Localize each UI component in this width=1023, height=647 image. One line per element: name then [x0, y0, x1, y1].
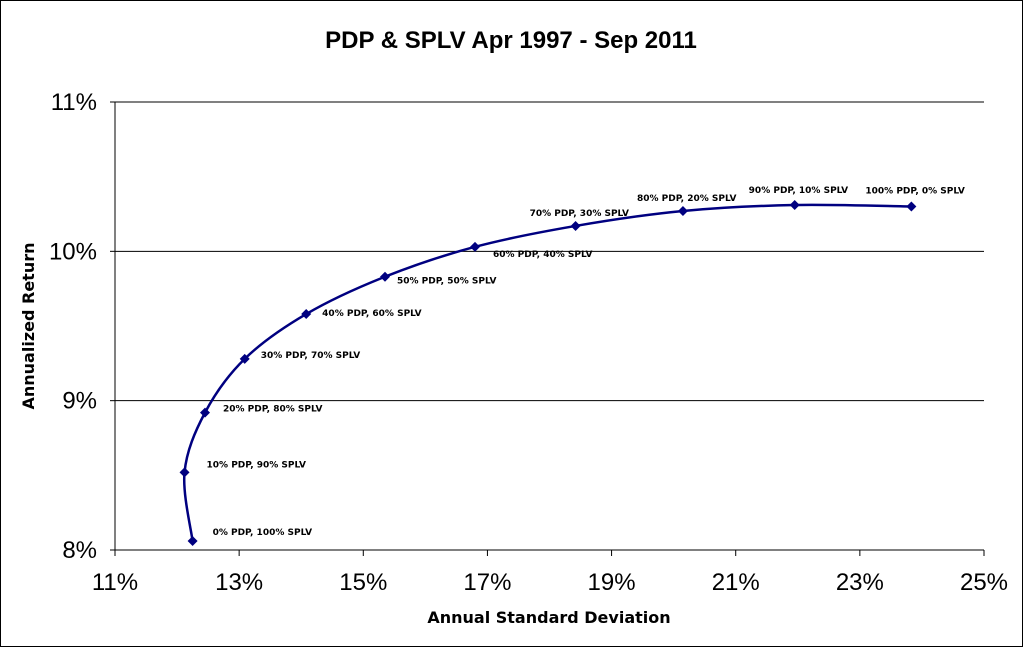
data-point-0: [187, 536, 198, 547]
y-tick-label: 11%: [51, 89, 97, 116]
data-label-4: 40% PDP, 60% SPLV: [322, 309, 421, 319]
x-tick-label: 17%: [463, 569, 511, 596]
data-label-5: 50% PDP, 50% SPLV: [397, 277, 496, 287]
data-point-3: [239, 353, 250, 364]
data-point-5: [380, 271, 391, 282]
data-label-1: 10% PDP, 90% SPLV: [207, 460, 306, 470]
data-point-8: [677, 206, 688, 217]
y-axis-ticks: 8% 9% 10% 11%: [49, 89, 115, 564]
series-line: [182, 203, 912, 542]
x-tick-label: 13%: [215, 569, 263, 596]
x-tick-label: 15%: [339, 569, 387, 596]
data-point-1: [179, 467, 190, 478]
data-label-6: 60% PDP, 40% SPLV: [493, 250, 592, 260]
x-axis-ticks: 11% 13% 15% 17% 19% 21% 23% 25%: [92, 550, 1008, 596]
data-label-9: 90% PDP, 10% SPLV: [749, 186, 848, 196]
data-point-7: [570, 220, 581, 231]
gridlines: [115, 101, 984, 402]
data-point-9: [789, 200, 800, 211]
x-tick-label: 19%: [588, 569, 636, 596]
data-label-7: 70% PDP, 30% SPLV: [530, 209, 629, 219]
y-tick-label: 10%: [49, 238, 97, 265]
data-label-0: 0% PDP, 100% SPLV: [213, 528, 312, 538]
x-tick-label: 11%: [92, 569, 138, 596]
data-point-10: [906, 201, 917, 212]
data-point-6: [470, 241, 481, 252]
data-point-4: [301, 309, 312, 320]
y-axis-title: Annualized Return: [19, 243, 38, 410]
data-labels: 0% PDP, 100% SPLV 10% PDP, 90% SPLV 20% PD…: [207, 186, 965, 538]
data-points: [179, 200, 917, 547]
x-tick-label: 21%: [712, 569, 760, 596]
data-label-10: 100% PDP, 0% SPLV: [865, 187, 964, 197]
x-tick-label: 25%: [960, 569, 1008, 596]
data-label-8: 80% PDP, 20% SPLV: [637, 194, 736, 204]
x-tick-label: 23%: [836, 569, 884, 596]
chart-title: PDP & SPLV Apr 1997 - Sep 2011: [325, 27, 697, 54]
data-point-2: [200, 407, 211, 418]
data-label-3: 30% PDP, 70% SPLV: [261, 351, 360, 361]
y-tick-label: 8%: [62, 537, 97, 564]
y-tick-label: 9%: [62, 388, 97, 415]
data-label-2: 20% PDP, 80% SPLV: [223, 405, 322, 415]
x-axis-title: Annual Standard Deviation: [427, 608, 670, 627]
